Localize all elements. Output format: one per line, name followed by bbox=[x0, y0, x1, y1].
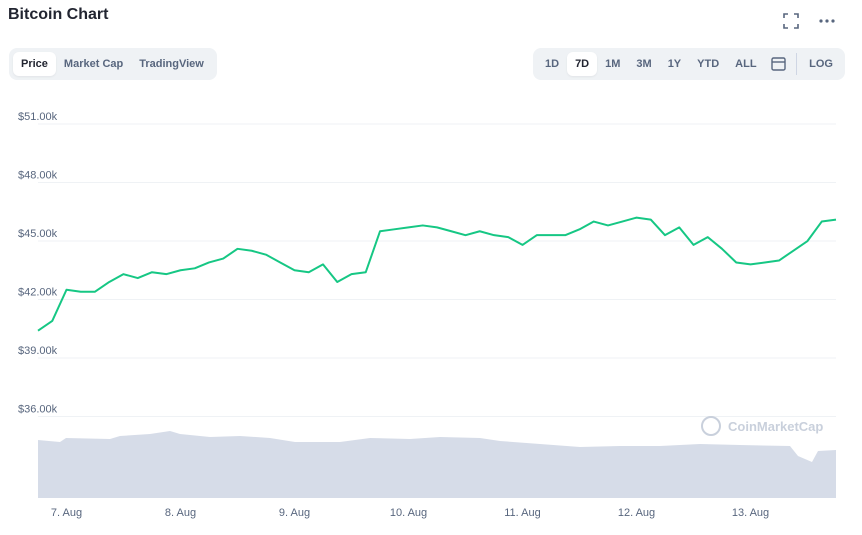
x-tick-label: 11. Aug bbox=[504, 507, 541, 519]
y-tick-label: $48.00k bbox=[18, 170, 58, 182]
y-tick-label: $36.00k bbox=[18, 404, 58, 416]
more-icon[interactable] bbox=[818, 12, 836, 30]
calendar-icon[interactable] bbox=[765, 56, 793, 72]
x-tick-label: 12. Aug bbox=[618, 507, 655, 519]
range[interactable]: 3M bbox=[636, 58, 652, 70]
tab[interactable]: Market Cap bbox=[63, 58, 124, 70]
y-tick-label: $45.00k bbox=[18, 228, 58, 240]
range[interactable]: 7D bbox=[567, 52, 598, 76]
watermark-text: CoinMarketCap bbox=[728, 419, 823, 434]
separator bbox=[796, 53, 798, 75]
tab-group: Price Market Cap TradingView bbox=[9, 48, 217, 80]
range[interactable]: ALL bbox=[735, 58, 757, 70]
tab[interactable]: Price bbox=[13, 52, 56, 76]
range-group: 1D 7D 1M 3M 1Y YTD ALL LOG bbox=[533, 48, 845, 80]
y-tick-label: $39.00k bbox=[18, 345, 58, 357]
x-tick-label: 8. Aug bbox=[165, 507, 196, 519]
fullscreen-icon[interactable] bbox=[782, 12, 800, 30]
range[interactable]: 1M bbox=[605, 58, 621, 70]
x-tick-label: 9. Aug bbox=[279, 507, 310, 519]
range[interactable]: 1Y bbox=[667, 58, 682, 70]
y-tick-label: $42.00k bbox=[18, 287, 58, 299]
x-tick-label: 7. Aug bbox=[51, 507, 82, 519]
x-tick-label: 13. Aug bbox=[732, 507, 769, 519]
x-tick-label: 10. Aug bbox=[390, 507, 427, 519]
y-tick-label: $51.00k bbox=[18, 111, 58, 123]
volume-area bbox=[38, 431, 836, 498]
chart-title: Bitcoin Chart bbox=[8, 6, 109, 23]
range[interactable]: 1D bbox=[545, 58, 560, 70]
watermark: CoinMarketCap bbox=[701, 416, 823, 436]
range[interactable]: YTD bbox=[697, 58, 720, 70]
log-toggle[interactable]: LOG bbox=[809, 58, 833, 70]
price-line bbox=[37, 216, 837, 332]
tab[interactable]: TradingView bbox=[139, 58, 204, 70]
